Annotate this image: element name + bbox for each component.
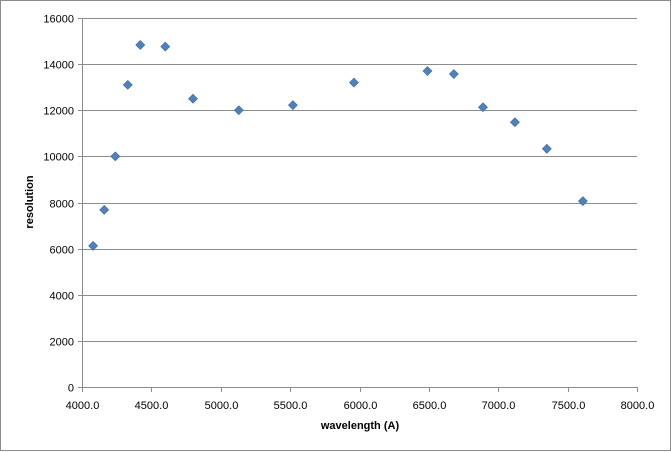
x-axis-title: wavelength (A) [320,420,400,432]
data-point [122,79,133,90]
y-tick-label: 0 [68,383,74,395]
y-tick-label: 8000 [50,199,74,211]
data-point [110,151,121,162]
x-tick-label: 5500.0 [274,400,308,412]
data-point [349,77,359,88]
data-point [541,143,552,154]
x-tick-label: 6000.0 [344,400,378,412]
data-point [448,69,459,79]
axes [78,18,638,392]
y-tick-labels: 0 2000 4000 6000 8000 10000 12000 14000 16000 [43,14,74,395]
x-tick-label: 6500.0 [413,400,447,412]
x-tick-label: 7000.0 [482,400,516,412]
data-point [478,102,488,113]
data-point [188,93,198,104]
data-point [577,196,588,207]
data-point [509,117,520,128]
y-tick-label: 6000 [50,245,74,257]
y-tick-label: 4000 [50,291,74,303]
x-tick-label: 4000.0 [66,400,100,412]
y-tick-label: 16000 [43,14,74,26]
grid-lines [82,18,637,342]
data-points [88,40,588,251]
data-point [160,41,171,52]
x-tick-label: 5000.0 [205,400,239,412]
y-tick-label: 10000 [43,152,74,164]
y-axis-title: resolution [24,175,36,228]
data-point [287,100,298,111]
data-point [99,204,110,215]
data-point [233,105,244,116]
y-tick-label: 14000 [43,60,74,72]
data-point [135,40,146,50]
y-tick-label: 2000 [50,337,74,349]
x-tick-label: 4500.0 [135,400,169,412]
x-tick-labels: 4000.0 4500.0 5000.0 5500.0 6000.0 6500.0 7000… [66,400,655,412]
x-tick-label: 8000.0 [621,400,655,412]
data-point [422,66,433,76]
x-tick-label: 7500.0 [552,400,586,412]
y-tick-label: 12000 [43,106,74,118]
data-point [88,240,99,251]
